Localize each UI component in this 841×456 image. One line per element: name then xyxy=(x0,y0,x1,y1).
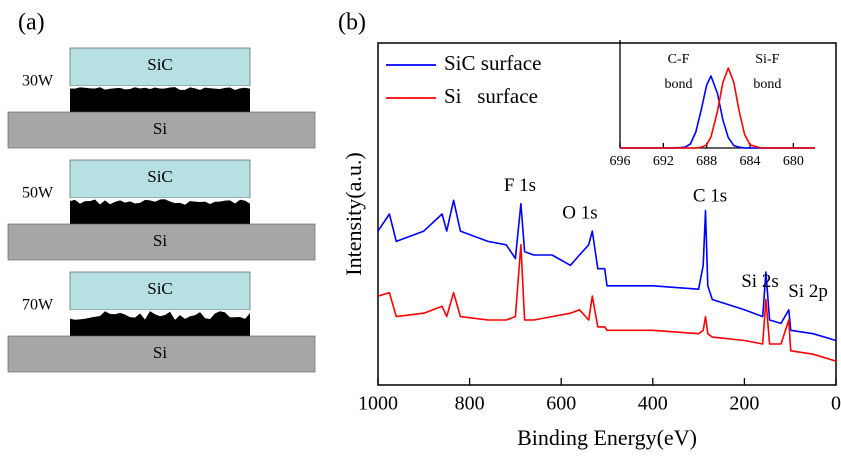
panel-label: (b) xyxy=(338,10,366,36)
si-substrate xyxy=(7,111,316,149)
annotation: C 1s xyxy=(693,185,727,206)
etched-layer xyxy=(70,198,250,224)
y-axis-label: Intensity(a.u.) xyxy=(341,152,366,275)
panel-label: (a) xyxy=(18,10,45,36)
layer-label: SiC xyxy=(147,167,173,186)
annotation: Si 2p xyxy=(788,281,828,302)
x-tick-label: 800 xyxy=(455,393,485,415)
annotation: bond xyxy=(665,77,693,92)
x-tick-label: 692 xyxy=(653,154,674,169)
x-tick-label: 688 xyxy=(696,154,717,169)
x-axis-label: Binding Energy(eV) xyxy=(517,425,697,450)
etch-interface xyxy=(70,86,250,90)
series-line xyxy=(377,244,837,362)
x-tick-label: 1000 xyxy=(358,393,398,415)
series-line xyxy=(620,67,815,149)
etch-interface xyxy=(70,198,250,205)
annotation: Si-F xyxy=(755,52,779,67)
x-tick-label: 684 xyxy=(740,154,761,169)
power-label: 30W xyxy=(22,73,54,90)
sic-layer xyxy=(69,47,251,87)
annotation: F 1s xyxy=(504,175,536,196)
etch-interface xyxy=(70,310,250,320)
layer-label: SiC xyxy=(147,279,173,298)
x-tick-label: 696 xyxy=(610,154,631,169)
x-tick-label: 600 xyxy=(546,393,576,415)
annotation: Si 2s xyxy=(741,271,779,292)
si-substrate xyxy=(7,335,316,373)
plot-frame xyxy=(377,42,837,386)
legend-label: SiC surface xyxy=(444,51,541,75)
x-tick-label: 200 xyxy=(729,393,759,415)
series-line xyxy=(377,199,837,342)
annotation: O 1s xyxy=(562,202,597,223)
power-label: 50W xyxy=(22,185,54,202)
layer-label: Si xyxy=(153,119,167,138)
layer-label: Si xyxy=(153,343,167,362)
annotation: C-F xyxy=(668,52,690,67)
sic-layer xyxy=(69,271,251,311)
legend-label: Si surface xyxy=(444,84,538,108)
x-tick-label: 400 xyxy=(638,393,668,415)
x-tick-label: 0 xyxy=(831,393,841,415)
annotation: bond xyxy=(753,77,781,92)
power-label: 70W xyxy=(22,297,54,314)
etched-layer xyxy=(70,86,250,112)
si-substrate xyxy=(7,223,316,261)
layer-label: SiC xyxy=(147,55,173,74)
layer-label: Si xyxy=(153,231,167,250)
x-tick-label: 680 xyxy=(783,154,804,169)
